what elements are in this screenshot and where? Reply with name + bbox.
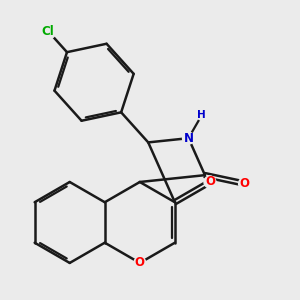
Text: O: O xyxy=(135,256,145,269)
Circle shape xyxy=(182,132,194,144)
Text: O: O xyxy=(205,176,215,188)
Text: Cl: Cl xyxy=(42,25,54,38)
Text: H: H xyxy=(197,110,206,120)
Text: N: N xyxy=(184,132,194,145)
Circle shape xyxy=(204,176,216,188)
Circle shape xyxy=(197,111,206,120)
Circle shape xyxy=(134,257,146,269)
Circle shape xyxy=(238,178,250,190)
Circle shape xyxy=(40,23,56,39)
Text: O: O xyxy=(239,177,250,190)
